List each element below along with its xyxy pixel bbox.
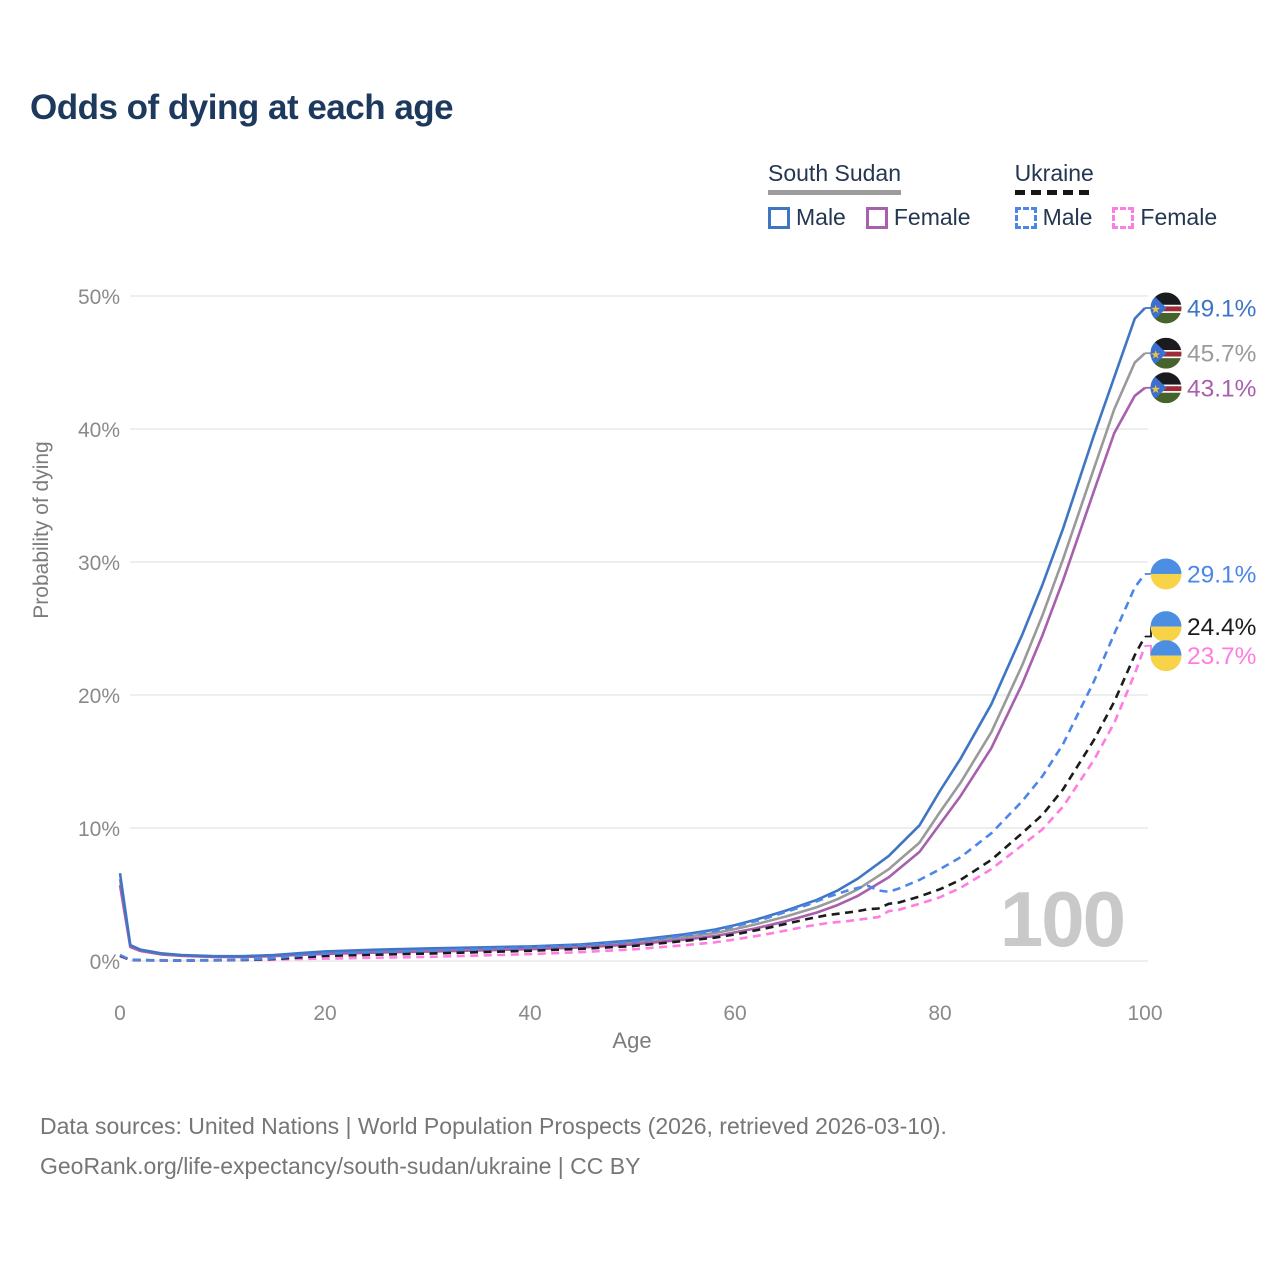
end-value-label: 45.7%	[1187, 341, 1256, 368]
end-value-label: 24.4%	[1187, 614, 1256, 641]
svg-text:★: ★	[1151, 383, 1161, 396]
south-sudan-flag-icon: ★	[1150, 372, 1182, 404]
line-ua-female	[119, 645, 1147, 962]
legend-line-sample-dashed	[1014, 190, 1094, 195]
checkbox-icon[interactable]	[1014, 206, 1037, 229]
legend-item-south-sudan-male[interactable]: Male	[768, 204, 846, 231]
checkbox-icon[interactable]	[1112, 206, 1135, 229]
line-ua-both	[119, 635, 1147, 962]
x-tick-label: 100	[1127, 1002, 1162, 1025]
svg-text:★: ★	[1151, 348, 1161, 361]
end-label-connector	[1145, 644, 1152, 656]
legend-group-ukraine: Ukraine Male Female	[1014, 160, 1217, 231]
legend-country-name: Ukraine	[1014, 160, 1094, 186]
legend-item-south-sudan-female[interactable]: Female	[865, 204, 971, 231]
end-value-label: 43.1%	[1187, 375, 1256, 402]
y-tick-label: 50%	[78, 286, 120, 309]
legend-item-label: Female	[893, 204, 971, 230]
chart-legend: South Sudan Male Female Ukraine	[768, 160, 1217, 231]
legend-item-label: Female	[1140, 204, 1218, 230]
footer: Data sources: United Nations | World Pop…	[40, 1106, 947, 1186]
x-tick-label: 20	[313, 1002, 336, 1025]
ukraine-flag-icon	[1150, 611, 1182, 643]
attribution-line: GeoRank.org/life-expectancy/south-sudan/…	[40, 1153, 641, 1179]
y-tick-label: 0%	[90, 951, 120, 974]
legend-item-label: Male	[1042, 204, 1093, 230]
end-value-label: 49.1%	[1187, 295, 1256, 322]
line-ss-both	[118, 352, 1146, 958]
line-ss-male	[118, 307, 1146, 958]
y-tick-label: 10%	[78, 818, 120, 841]
svg-text:★: ★	[1151, 303, 1161, 316]
legend-country-label: Ukraine	[1014, 160, 1094, 195]
checkbox-icon[interactable]	[768, 206, 790, 229]
x-tick-label: 80	[928, 1002, 951, 1025]
x-tick-label: 0	[114, 1002, 126, 1025]
south-sudan-flag-icon: ★	[1150, 337, 1182, 369]
checkbox-icon[interactable]	[865, 206, 888, 229]
legend-item-ukraine-female[interactable]: Female	[1112, 204, 1217, 231]
end-value-label: 29.1%	[1187, 561, 1256, 588]
y-tick-label: 20%	[78, 685, 120, 708]
x-tick-label: 60	[723, 1002, 746, 1025]
x-axis-title: Age	[612, 1028, 652, 1053]
watermark-age-counter: 100	[1000, 875, 1124, 963]
line-ss-female	[118, 386, 1146, 959]
legend-line-sample-solid	[768, 190, 902, 195]
y-tick-label: 30%	[78, 552, 120, 575]
data-source-line: Data sources: United Nations | World Pop…	[40, 1113, 947, 1139]
legend-group-south-sudan: South Sudan Male Female	[768, 160, 971, 231]
y-tick-label: 40%	[78, 419, 120, 442]
end-value-label: 23.7%	[1187, 643, 1256, 670]
line-ua-male	[119, 573, 1147, 962]
ukraine-flag-icon	[1150, 558, 1182, 590]
ukraine-flag-icon	[1150, 640, 1182, 672]
page-title: Odds of dying at each age	[30, 88, 454, 127]
legend-country-name: South Sudan	[768, 160, 902, 186]
end-label-connector	[1145, 626, 1152, 638]
legend-country-label: South Sudan	[768, 160, 902, 195]
south-sudan-flag-icon: ★	[1150, 292, 1182, 324]
y-axis-title: Probability of dying	[30, 441, 53, 619]
legend-item-label: Male	[796, 204, 846, 230]
legend-item-ukraine-male[interactable]: Male	[1014, 204, 1093, 231]
x-tick-label: 40	[518, 1002, 541, 1025]
